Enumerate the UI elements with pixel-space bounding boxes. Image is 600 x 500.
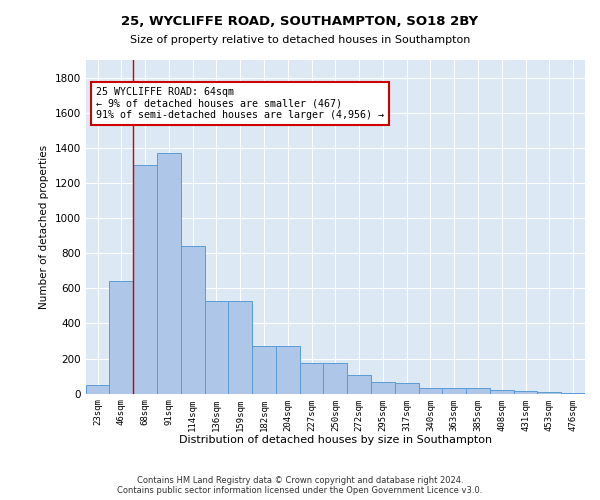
Bar	[538, 392, 561, 394]
Bar	[466, 388, 490, 394]
Text: Contains HM Land Registry data © Crown copyright and database right 2024.
Contai: Contains HM Land Registry data © Crown c…	[118, 476, 482, 495]
Bar	[276, 346, 299, 394]
Text: 25, WYCLIFFE ROAD, SOUTHAMPTON, SO18 2BY: 25, WYCLIFFE ROAD, SOUTHAMPTON, SO18 2BY	[121, 15, 479, 28]
Bar	[395, 383, 419, 394]
Text: 25 WYCLIFFE ROAD: 64sqm
← 9% of detached houses are smaller (467)
91% of semi-de: 25 WYCLIFFE ROAD: 64sqm ← 9% of detached…	[95, 86, 383, 120]
Bar	[252, 346, 276, 394]
Bar	[109, 282, 133, 394]
Bar	[229, 300, 252, 394]
Bar	[419, 388, 442, 394]
Bar	[133, 166, 157, 394]
Bar	[323, 363, 347, 394]
Bar	[86, 385, 109, 394]
Bar	[561, 393, 585, 394]
Bar	[181, 246, 205, 394]
Bar	[514, 391, 538, 394]
X-axis label: Distribution of detached houses by size in Southampton: Distribution of detached houses by size …	[179, 435, 492, 445]
Bar	[442, 388, 466, 394]
Bar	[371, 382, 395, 394]
Bar	[299, 363, 323, 394]
Text: Size of property relative to detached houses in Southampton: Size of property relative to detached ho…	[130, 35, 470, 45]
Bar	[490, 390, 514, 394]
Bar	[157, 153, 181, 394]
Y-axis label: Number of detached properties: Number of detached properties	[39, 145, 49, 309]
Bar	[347, 376, 371, 394]
Bar	[205, 300, 229, 394]
